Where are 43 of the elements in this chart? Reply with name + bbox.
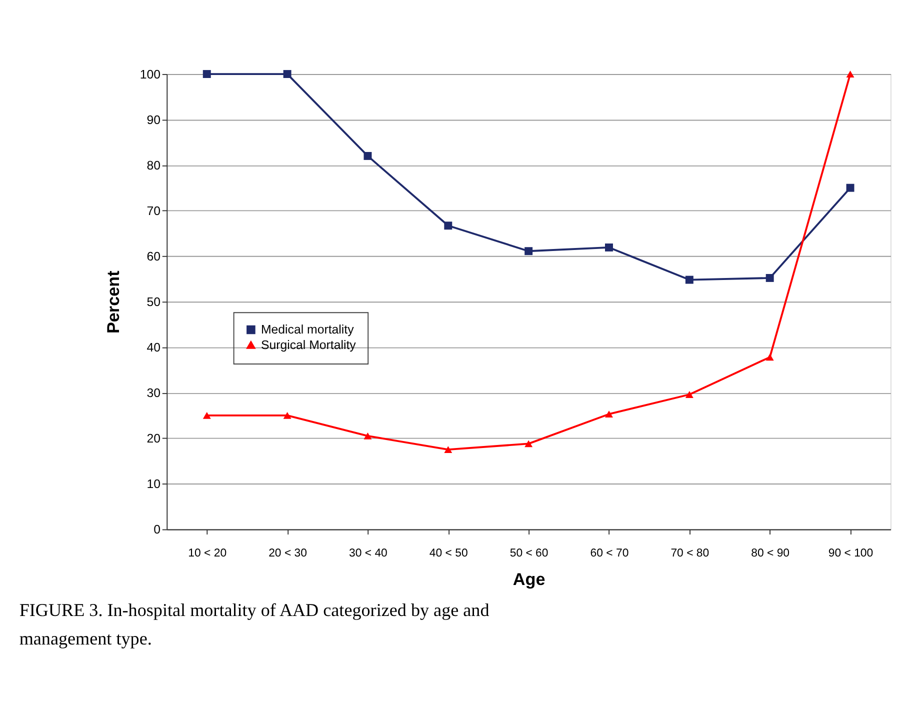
point [364,152,372,160]
point [846,70,854,78]
y-tick-label: 70 [146,204,161,218]
y-tick-label: 50 [146,294,161,309]
y-tick-label: 0 [154,522,161,537]
point [283,412,292,419]
point [444,446,452,454]
point [685,276,694,284]
x-tick-label: 90 < 100 [828,547,874,560]
x-tick-label: 60 < 70 [590,547,629,560]
point [685,391,694,398]
y-tick-label: 90 [146,112,161,127]
x-tick-label: 70 < 80 [670,547,710,560]
point [766,354,774,361]
point [766,274,774,282]
point [444,222,452,230]
point [524,440,533,448]
point [524,247,533,256]
y-tick-label: 30 [146,386,161,400]
point [202,412,211,419]
legend-label: Medical mortality [260,322,355,337]
point [283,70,292,78]
x-tick-label: 30 < 40 [349,547,388,560]
y-tick-label: 40 [146,340,161,354]
x-tick-label: 20 < 30 [268,547,307,560]
y-tick-label: 10 [146,477,161,492]
caption: FIGURE 3. In-hospital mortality of AAD categorized by age and management type. [19,600,490,648]
x-tick-label: 50 < 60 [510,547,548,560]
y-tick-label: 20 [146,432,161,446]
point [202,70,211,78]
x-tick-label: 10 < 20 [188,547,227,560]
point [605,243,613,252]
point [364,432,372,440]
x-tick-label: 80 < 90 [751,547,790,560]
y-tick-label: 60 [146,249,161,264]
y-tick-label: 100 [140,67,161,82]
y-tick-label: 80 [146,158,161,172]
point [846,184,854,192]
legend-label: Surgical Mortality [260,338,357,352]
y-axis-title: Percent [102,270,123,334]
point [605,410,613,418]
x-axis-title: Age [512,568,546,589]
x-tick-label: 40 < 50 [429,547,468,560]
